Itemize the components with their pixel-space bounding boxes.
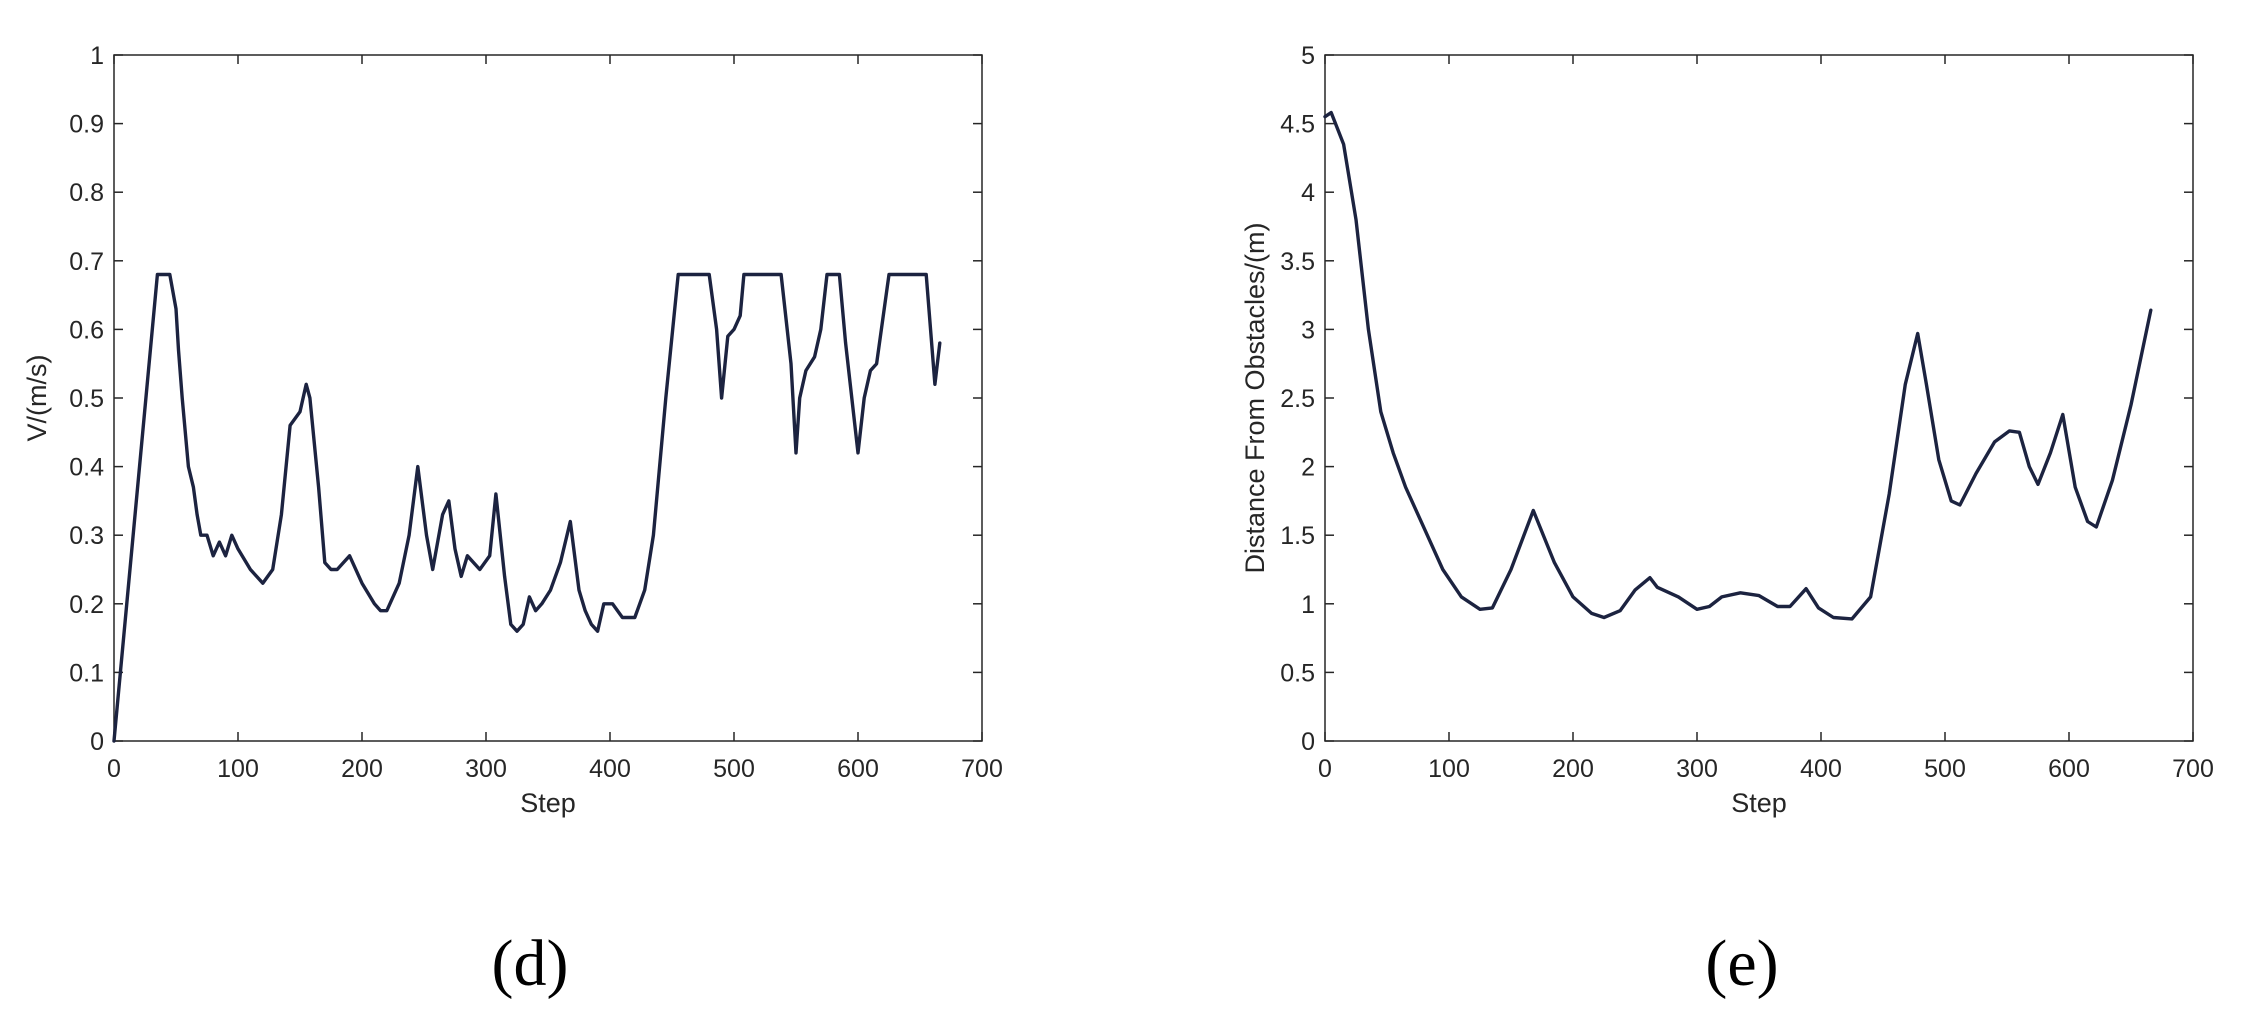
distance-y-tick-label: 3 xyxy=(1301,316,1315,344)
distance-x-axis-label: Step xyxy=(1731,788,1787,818)
velocity-y-tick-label: 0.8 xyxy=(69,179,104,207)
distance-y-tick-label: 4.5 xyxy=(1280,111,1315,139)
velocity-y-tick-label: 0.6 xyxy=(69,316,104,344)
distance-y-tick-label: 5 xyxy=(1301,42,1315,70)
velocity-y-tick-label: 0.2 xyxy=(69,591,104,619)
velocity-y-tick-label: 0.7 xyxy=(69,248,104,276)
distance-y-axis-label: Distance From Obstacles/(m) xyxy=(1240,222,1270,573)
velocity-x-axis-label: Step xyxy=(520,788,576,818)
velocity-x-tick-label: 100 xyxy=(217,755,259,783)
velocity-x-tick-label: 300 xyxy=(465,755,507,783)
velocity-series-line xyxy=(112,272,942,743)
velocity-y-tick-label: 0 xyxy=(90,728,104,756)
distance-y-tick-label: 4 xyxy=(1301,179,1315,207)
distance-y-tick-label: 2.5 xyxy=(1280,385,1315,413)
distance-ticks: 0 100 200 300 400 500 600 700 0 0.5 1 1.5 2 2.5 3 3.5 4 4… xyxy=(1280,42,2214,783)
velocity-plot-frame xyxy=(113,54,983,742)
chart-velocity: 0 100 200 300 400 500 600 700 0 0.1 0.2 0.3 0.4 0.5 0.… xyxy=(22,42,1003,1000)
velocity-x-tick-label: 700 xyxy=(961,755,1003,783)
velocity-x-tick-label: 0 xyxy=(107,755,121,783)
distance-y-tick-label: 0.5 xyxy=(1280,659,1315,687)
velocity-y-tick-label: 0.5 xyxy=(69,385,104,413)
distance-x-tick-label: 700 xyxy=(2172,755,2214,783)
distance-x-tick-label: 100 xyxy=(1428,755,1470,783)
velocity-y-axis-label: V/(m/s) xyxy=(22,355,52,442)
distance-x-tick-label: 600 xyxy=(2048,755,2090,783)
panel-label-d: (d) xyxy=(492,927,569,1000)
distance-y-tick-label: 1.5 xyxy=(1280,522,1315,550)
distance-y-tick-label: 3.5 xyxy=(1280,248,1315,276)
distance-y-tick-label: 1 xyxy=(1301,591,1315,619)
velocity-x-tick-label: 500 xyxy=(713,755,755,783)
velocity-ticks: 0 100 200 300 400 500 600 700 0 0.1 0.2 0.3 0.4 0.5 0.… xyxy=(69,42,1003,783)
velocity-x-tick-label: 200 xyxy=(341,755,383,783)
distance-x-tick-label: 300 xyxy=(1676,755,1718,783)
velocity-x-tick-label: 600 xyxy=(837,755,879,783)
velocity-y-tick-label: 0.3 xyxy=(69,522,104,550)
velocity-y-tick-label: 0.4 xyxy=(69,454,104,482)
distance-y-tick-label: 2 xyxy=(1301,454,1315,482)
velocity-y-tick-label: 1 xyxy=(90,42,104,70)
panel-label-e: (e) xyxy=(1705,927,1778,1000)
distance-x-tick-label: 0 xyxy=(1318,755,1332,783)
distance-series-line xyxy=(1323,110,2153,621)
distance-x-tick-label: 400 xyxy=(1800,755,1842,783)
distance-x-tick-label: 200 xyxy=(1552,755,1594,783)
chart-distance: 0 100 200 300 400 500 600 700 0 0.5 1 1.5 2 2.5 3 3.5 4 4… xyxy=(1240,42,2214,1000)
velocity-y-tick-label: 0.9 xyxy=(69,111,104,139)
velocity-y-tick-label: 0.1 xyxy=(69,659,104,687)
distance-y-tick-label: 0 xyxy=(1301,728,1315,756)
distance-x-tick-label: 500 xyxy=(1924,755,1966,783)
velocity-x-tick-label: 400 xyxy=(589,755,631,783)
distance-plot-frame xyxy=(1324,54,2194,742)
